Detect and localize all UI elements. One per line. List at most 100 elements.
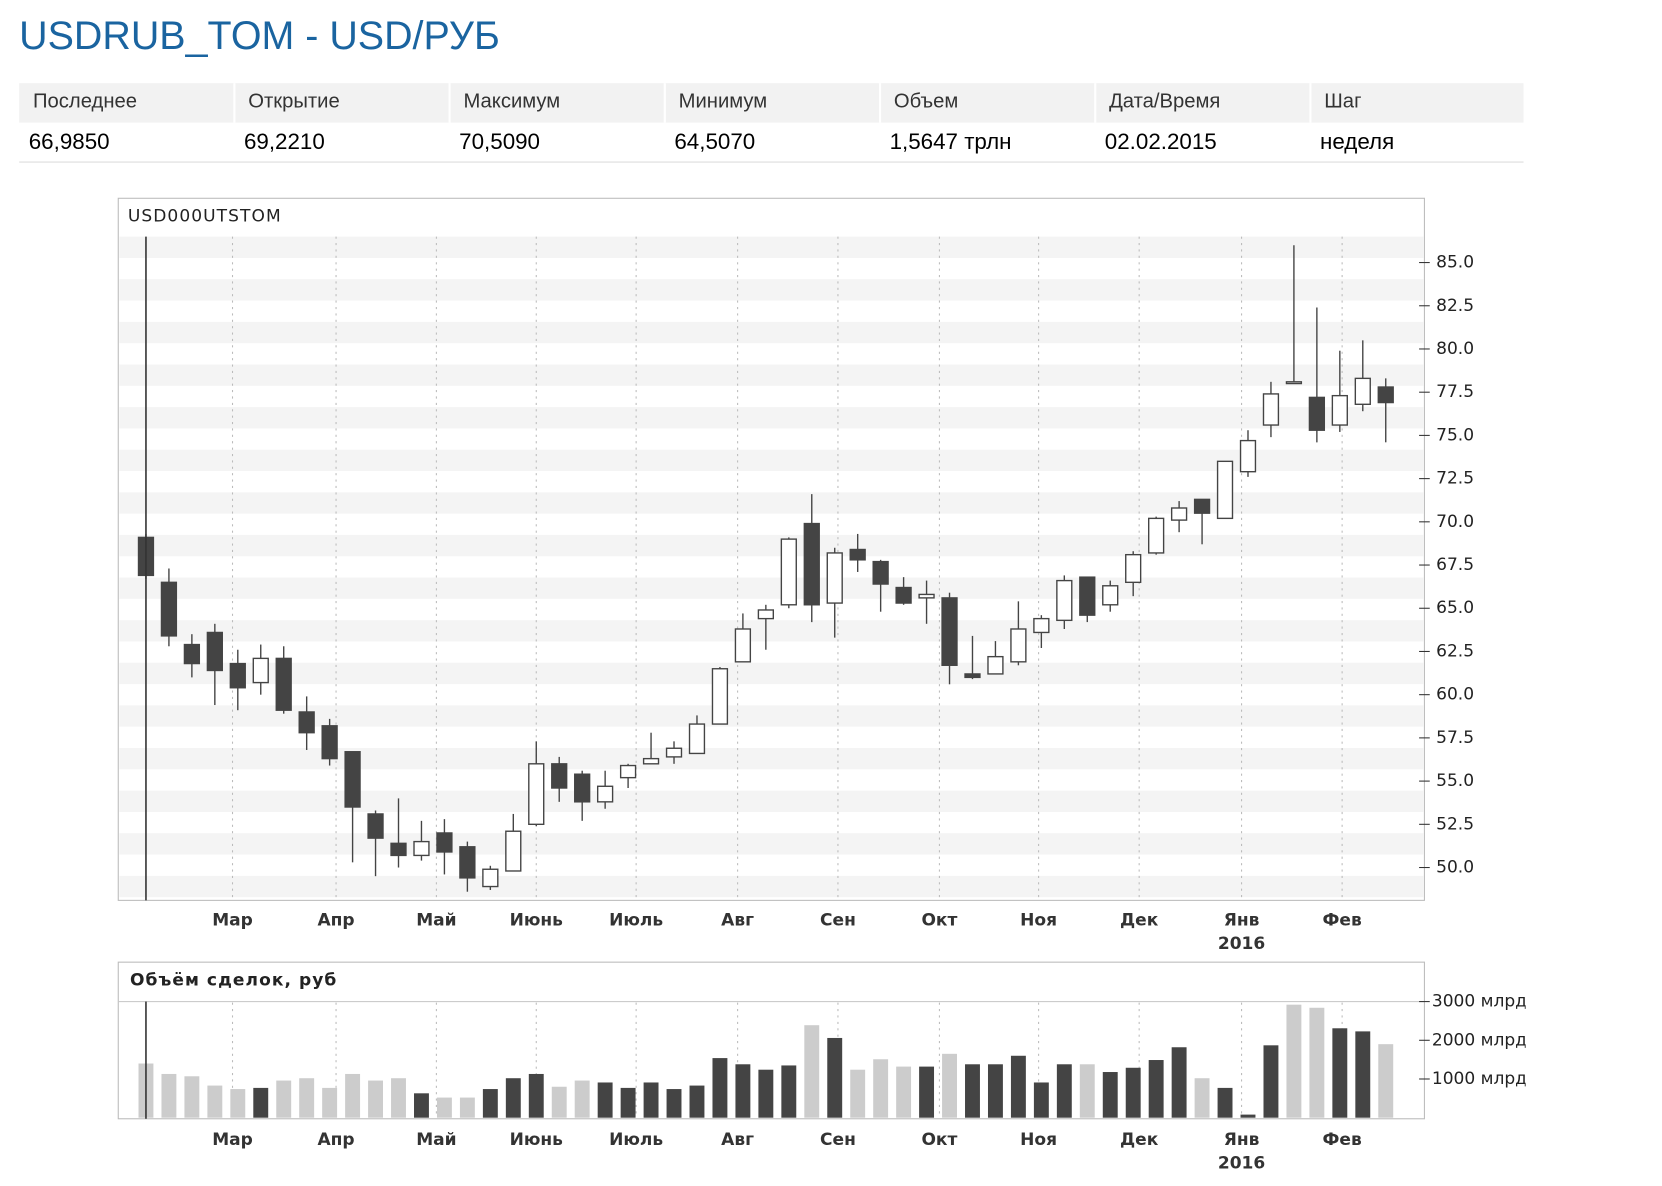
x-tick-label: Июль — [609, 1130, 663, 1150]
x-tick-label: Май — [416, 911, 456, 931]
volume-bar — [1378, 1044, 1394, 1118]
y-tick-label: 57.5 — [1436, 728, 1474, 748]
x-tick-label: Мар — [212, 911, 253, 931]
candle-body — [734, 628, 752, 663]
volume-bar — [965, 1064, 980, 1118]
volume-bar — [1010, 1055, 1026, 1118]
table-header-bg — [19, 83, 1524, 123]
table-header: Открытие — [248, 91, 339, 113]
x-tick-label: Апр — [317, 1130, 354, 1150]
price-chart: USD000UTSTOM Мар Апр Май Июнь Июль Авг Сен Окт Но… — [119, 206, 1474, 954]
volume-bar — [184, 1076, 200, 1118]
y-tick-label: 75.0 — [1436, 425, 1474, 445]
x-tick-label: Дек — [1120, 911, 1159, 931]
volume-bar — [1125, 1067, 1141, 1118]
stripe — [119, 364, 1424, 386]
candle-body — [1331, 394, 1348, 426]
candle-body — [688, 723, 706, 755]
volume-bar — [322, 1087, 338, 1118]
y-tick-label: 67.5 — [1436, 555, 1474, 575]
volume-bar — [551, 1086, 567, 1118]
stripe — [119, 875, 1424, 898]
chart-title: USD000UTSTOM — [128, 206, 282, 226]
x-tick-label: Июнь — [510, 911, 564, 931]
candle-body — [1285, 381, 1303, 385]
table-cell: неделя — [1320, 129, 1394, 154]
candle-body — [711, 668, 729, 725]
candle-body — [872, 560, 889, 585]
x-tick-label: Сен — [820, 1130, 856, 1150]
candle-body — [619, 764, 637, 779]
x-tick-label: Июль — [609, 911, 663, 931]
candle-body — [1170, 507, 1188, 521]
volume-bar — [689, 1085, 705, 1118]
candle-body — [344, 751, 361, 808]
volume-bar — [1056, 1064, 1072, 1118]
volume-bar — [276, 1080, 292, 1118]
y-tick-label: 62.5 — [1436, 641, 1474, 661]
candle-body — [964, 673, 981, 679]
x-tick-label: Янв — [1224, 911, 1260, 931]
candle-body — [826, 552, 843, 604]
volume-bar — [161, 1073, 177, 1118]
volume-bar — [1171, 1047, 1187, 1118]
stripe — [119, 620, 1424, 642]
x-tick-label: Фев — [1323, 1130, 1362, 1150]
candle-body — [459, 846, 476, 879]
candle-body — [1010, 628, 1027, 663]
volume-bar — [1194, 1078, 1210, 1118]
volume-chart: Объём сделок, руб Мар Апр Май Июнь Июль Авг Сен… — [130, 970, 1527, 1173]
candle-body — [1033, 617, 1050, 634]
x-tick-label: Ноя — [1020, 1130, 1057, 1150]
stripe — [119, 321, 1424, 344]
candle-body — [298, 711, 315, 734]
table-cell: 69,2210 — [244, 129, 325, 154]
volume-bar — [712, 1058, 728, 1118]
volume-bar — [597, 1082, 613, 1118]
stripe — [119, 577, 1424, 599]
stripe — [119, 833, 1424, 855]
table-cell: 02.02.2015 — [1105, 129, 1217, 154]
table-header: Последнее — [33, 91, 137, 113]
candle-body — [413, 840, 430, 857]
table-cell: 70,5090 — [459, 129, 540, 154]
x-tick-label: Фев — [1323, 911, 1362, 931]
volume-bar — [391, 1078, 406, 1118]
candle-body — [252, 657, 269, 684]
volume-bar — [896, 1066, 912, 1118]
stripe — [119, 492, 1424, 514]
candle-body — [642, 757, 660, 765]
volume-bar — [414, 1093, 429, 1118]
x-tick-label: Дек — [1120, 1130, 1159, 1150]
candle-body — [1193, 498, 1211, 514]
candle-body — [551, 763, 568, 789]
candle-body — [918, 593, 935, 599]
volume-bar — [436, 1097, 452, 1118]
table-header: Дата/Время — [1109, 91, 1220, 113]
volume-bar — [643, 1082, 659, 1118]
candle-body — [321, 725, 338, 760]
y-tick-label: 2000 млрд — [1432, 1030, 1527, 1050]
volume-bar — [1102, 1072, 1118, 1118]
candle-body — [1079, 576, 1096, 616]
y-tick-label: 72.5 — [1436, 469, 1474, 489]
candle-body — [849, 548, 866, 561]
volume-bar — [345, 1073, 361, 1118]
volume-bar — [827, 1037, 843, 1118]
volume-bar — [1079, 1064, 1095, 1118]
volume-bar — [987, 1064, 1003, 1118]
x-tick-label: Янв — [1224, 1130, 1260, 1150]
volume-bar — [528, 1073, 544, 1118]
volume-bar — [1148, 1060, 1164, 1118]
candle-body — [160, 581, 178, 637]
candle-body — [229, 662, 246, 689]
x-year-label: 2016 — [1218, 934, 1265, 954]
x-tick-label: Окт — [921, 911, 957, 931]
volume-bar — [1217, 1087, 1233, 1118]
volume-bar — [368, 1080, 384, 1118]
volume-bar — [850, 1069, 866, 1118]
volume-bar — [1033, 1082, 1049, 1118]
volume-bar — [666, 1089, 682, 1118]
candle-body — [803, 522, 820, 606]
